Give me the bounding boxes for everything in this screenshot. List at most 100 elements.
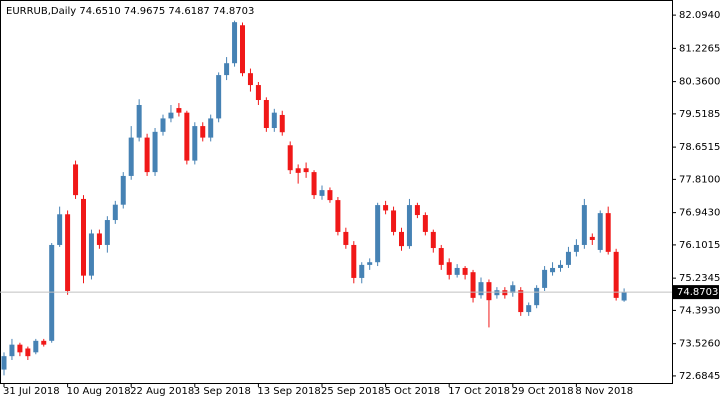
candle-body [367,262,373,265]
candle-body [502,290,508,296]
y-tick-label: 79.5185 [679,109,720,120]
candle-body [486,282,492,301]
candle-body [351,244,357,278]
candle-body [81,198,86,276]
candle-body [303,168,309,173]
y-tick-label: 82.0940 [679,10,720,21]
candle-body [343,231,349,245]
candle-body [128,137,134,176]
candle-body [104,220,110,245]
candle-body [478,282,484,296]
candle-body [33,340,39,353]
candle-body [232,22,238,64]
candle-body [25,348,31,357]
y-tick-label: 81.2265 [679,43,720,54]
candle-body [65,214,71,291]
candle-body [240,25,245,74]
x-tick-label: 13 Sep 2018 [257,386,320,397]
candle-body [1,356,7,370]
candle-body [581,205,587,245]
candle-body [359,264,365,278]
x-tick-label: 25 Sep 2018 [321,386,384,397]
x-tick-label: 3 Sep 2018 [194,386,251,397]
candle-body [605,213,611,252]
candle-body [208,118,214,138]
y-tick-label: 78.6515 [679,142,720,153]
y-tick-label: 80.3600 [679,77,720,88]
candle-body [263,100,269,129]
candle-body [176,108,182,113]
candle-body [57,214,63,245]
candle-body [96,233,102,245]
x-tick-label: 22 Aug 2018 [130,386,194,397]
candle-body [200,126,206,138]
candle-body [565,251,571,265]
candle-body [279,114,285,133]
candle-body [247,73,253,86]
candle-body [224,63,230,76]
candle-body [383,205,389,211]
candle-body [550,267,556,273]
candle-body [542,269,548,288]
candle-body [422,215,428,232]
candle-body [406,205,412,247]
price-tag [673,285,719,300]
candle-body [454,267,460,275]
candle-body [271,112,277,129]
candle-body [494,290,500,296]
x-tick-label: 8 Nov 2018 [575,386,633,397]
candle-body [184,112,190,161]
x-tick-label: 10 Aug 2018 [67,386,131,397]
candle-body [49,244,55,341]
plot-frame [0,0,673,384]
candle-body [470,272,476,298]
candle-body [391,210,397,232]
candle-body [112,204,118,221]
candle-body [9,344,15,357]
y-tick-label: 73.5260 [679,339,720,350]
candle-body [144,137,150,173]
candle-body [613,251,619,298]
candle-body [462,267,468,275]
candle-body [597,213,603,250]
candle-body [287,145,293,171]
price-tag-label: 74.8703 [677,287,718,298]
candle-body [518,290,524,313]
candle-body [399,231,404,247]
candle-body [136,104,142,138]
candle-body [160,118,166,132]
candle-body [311,172,317,196]
y-tick-label: 74.3930 [679,305,720,316]
candle-body [573,244,579,252]
candle-body [168,112,174,119]
candle-body [430,231,436,249]
x-tick-label: 17 Oct 2018 [448,386,510,397]
candle-body [446,262,452,275]
candle-body [335,200,341,232]
candle-body [192,126,198,161]
candle-body [327,190,333,201]
candle-body [438,248,444,265]
candle-body [152,131,158,173]
candle-body [534,287,540,306]
chart-title: EURRUB,Daily 74.6510 74.9675 74.6187 74.… [6,6,254,17]
candle-body [17,344,23,353]
candle-body [255,85,261,101]
x-tick-label: 31 Jul 2018 [3,386,60,397]
candle-body [120,175,126,205]
candle-body [88,233,94,276]
candle-body [295,168,301,173]
y-tick-label: 72.6845 [679,371,720,382]
candle-body [73,164,79,196]
candle-body [375,205,381,263]
candle-body [510,285,516,293]
y-tick-label: 75.2345 [679,273,720,284]
candle-body [558,264,563,268]
candle-body [41,340,47,345]
x-tick-label: 5 Oct 2018 [385,386,440,397]
candle-body [621,292,627,301]
y-tick-label: 77.8100 [679,174,720,185]
candle-body [216,75,222,119]
candle-body [589,236,595,240]
